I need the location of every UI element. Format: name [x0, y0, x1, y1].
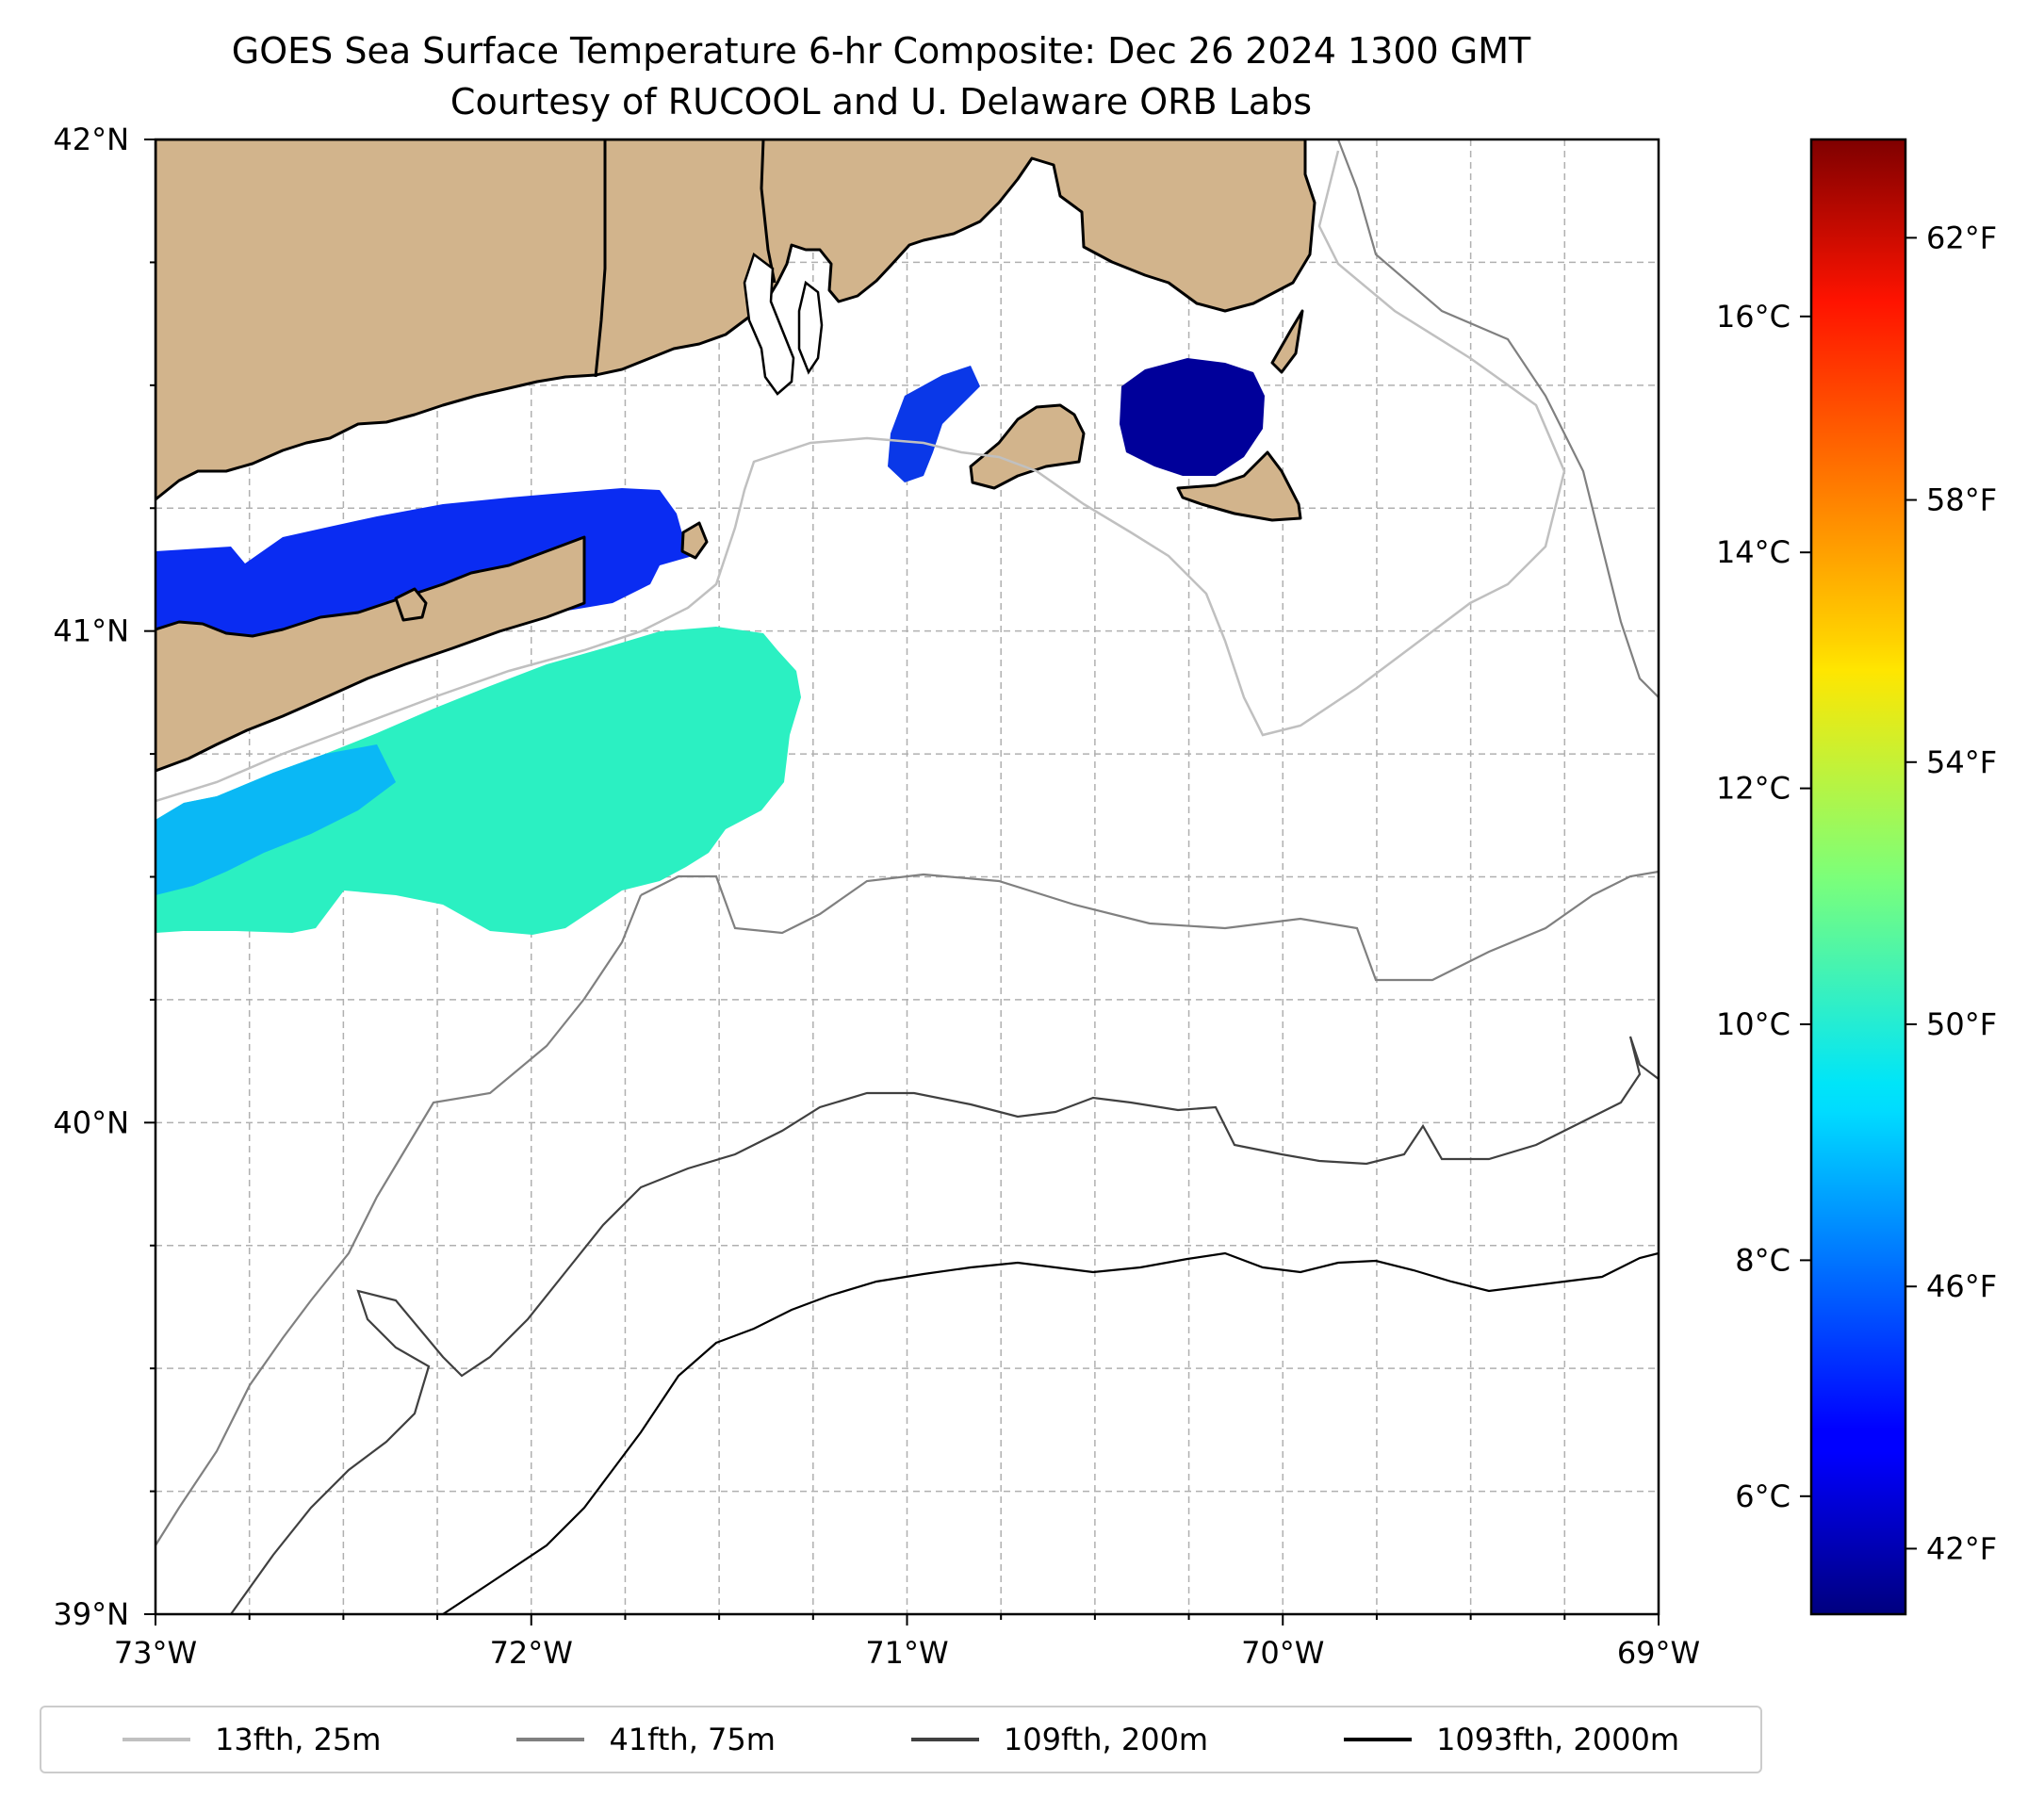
sst-patch-buzzards-bay — [888, 366, 980, 482]
x-tick-label: 72°W — [490, 1635, 573, 1671]
land-marthas-vineyard — [969, 403, 1086, 490]
legend-line-swatch — [1344, 1738, 1413, 1741]
colorbar-celsius-axis: 6°C 8°C 10°C 12°C 14°C 16°C — [1716, 299, 1811, 1514]
legend-line-swatch — [910, 1738, 979, 1741]
sst-patch-south-of-long-island — [155, 627, 801, 935]
chart-subtitle: Courtesy of RUCOOL and U. Delaware ORB L… — [450, 81, 1313, 123]
isobath-2000m — [442, 1251, 1659, 1614]
colorbar-f-label: 42°F — [1926, 1530, 1997, 1566]
colorbar-fahrenheit-axis: 42°F 46°F 50°F 54°F 58°F 62°F — [1905, 220, 1997, 1566]
isobath-25m — [155, 150, 1566, 803]
y-tick-label: 42°N — [53, 122, 129, 157]
land-long-island — [155, 535, 586, 773]
y-tick-label: 41°N — [53, 613, 129, 649]
legend-line-swatch — [516, 1738, 585, 1741]
latitude-axis: 39°N 40°N 41°N 42°N — [53, 122, 155, 1632]
colorbar-f-label: 62°F — [1926, 220, 1997, 255]
colorbar-c-label: 12°C — [1716, 771, 1791, 807]
isobath-layer — [155, 139, 1659, 1614]
legend-item: 41fth, 75m — [516, 1722, 776, 1757]
colorbar-c-label: 6°C — [1735, 1478, 1791, 1514]
isobath-legend: 13fth, 25m 41fth, 75m 109fth, 200m 1093f… — [40, 1706, 1762, 1773]
colorbar-f-label: 58°F — [1926, 482, 1997, 518]
land-shelter-island — [394, 587, 428, 622]
colorbar-c-label: 14°C — [1716, 534, 1791, 570]
chart-title: GOES Sea Surface Temperature 6-hr Compos… — [231, 30, 1531, 72]
legend-label: 109fth, 200m — [1003, 1722, 1209, 1757]
x-tick-label: 73°W — [114, 1635, 197, 1671]
colorbar-f-label: 50°F — [1926, 1006, 1997, 1042]
land-cape-cod-elbow — [1270, 309, 1304, 374]
sst-patch-south-west-edge — [155, 744, 396, 895]
legend-item: 109fth, 200m — [910, 1722, 1209, 1757]
land-layer — [155, 139, 1316, 773]
colorbar-c-label: 10°C — [1716, 1006, 1791, 1042]
y-tick-label: 39°N — [53, 1596, 129, 1632]
legend-item: 13fth, 25m — [122, 1722, 382, 1757]
inland-water — [743, 252, 824, 396]
land-block-island — [680, 521, 709, 560]
y-tick-label: 40°N — [53, 1104, 129, 1140]
map-gridlines — [155, 139, 1659, 1614]
sst-data-layer — [155, 358, 1265, 935]
legend-label: 13fth, 25m — [214, 1722, 382, 1757]
colorbar-c-label: 8°C — [1735, 1242, 1791, 1278]
legend-label: 41fth, 75m — [609, 1722, 776, 1757]
colorbar-f-label: 46°F — [1926, 1268, 1997, 1304]
longitude-axis: 73°W 72°W 71°W 70°W 69°W — [114, 1614, 1700, 1671]
land-nantucket — [1176, 450, 1302, 522]
legend-item: 1093fth, 2000m — [1344, 1722, 1679, 1757]
legend-line-swatch — [122, 1738, 190, 1741]
colorbar-f-label: 54°F — [1926, 744, 1997, 780]
colorbar — [1809, 138, 1907, 1616]
colorbar-c-label: 16°C — [1716, 299, 1791, 335]
x-tick-label: 70°W — [1241, 1635, 1324, 1671]
x-tick-label: 69°W — [1617, 1635, 1700, 1671]
isobath-75m — [155, 139, 1659, 1546]
isobath-200m — [230, 1036, 1659, 1614]
x-tick-label: 71°W — [865, 1635, 948, 1671]
sst-patch-nantucket-sound — [1120, 358, 1265, 476]
legend-label: 1093fth, 2000m — [1436, 1722, 1679, 1757]
land-new-england — [155, 139, 1316, 501]
